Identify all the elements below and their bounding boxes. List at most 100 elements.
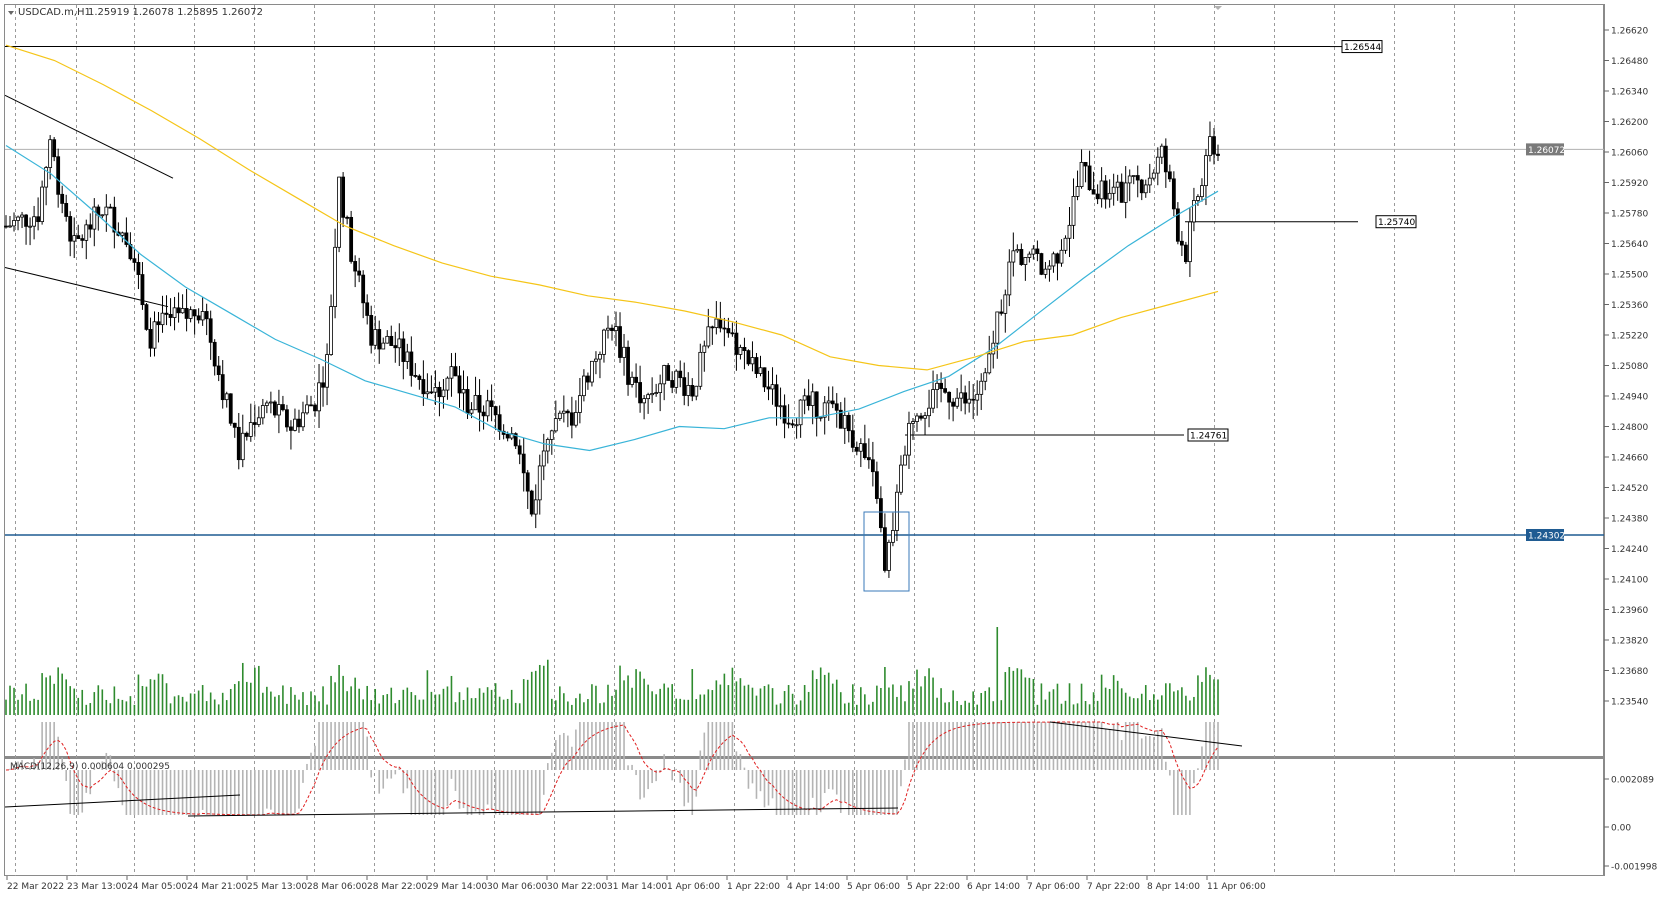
candle-body (184, 308, 189, 319)
candle-body (1216, 153, 1220, 156)
candle-body (927, 407, 931, 417)
candle-body (1171, 178, 1176, 210)
candle-body (68, 216, 73, 242)
candle-body (124, 232, 129, 245)
candle-body (32, 216, 36, 227)
dropdown-triangle-icon[interactable] (8, 11, 14, 15)
candle-body (866, 457, 871, 461)
candle-body (517, 445, 522, 455)
candle-body (614, 326, 618, 332)
candle-body (1151, 172, 1156, 179)
candle-body (164, 312, 169, 315)
time-tick-label: 8 Apr 14:00 (1147, 882, 1200, 892)
candle-body (734, 332, 739, 355)
candle-body (461, 389, 466, 394)
candle-body (814, 391, 819, 419)
candle-body (834, 403, 839, 411)
candle-body (658, 383, 663, 394)
candle-body (931, 389, 935, 409)
price-tick-label: 1.25500 (1611, 271, 1648, 281)
candle-body (1083, 161, 1088, 167)
candle-body (1071, 195, 1076, 226)
candle-body (84, 224, 89, 241)
candle-body (742, 346, 747, 352)
price-tick-label: 1.24380 (1611, 515, 1648, 525)
candle-body (76, 235, 81, 239)
candle-body (1155, 156, 1160, 174)
candle-body (329, 306, 333, 355)
candle-body (606, 327, 610, 331)
candle-body (168, 314, 173, 318)
candle-body (1200, 185, 1204, 198)
candle-body (979, 380, 984, 395)
candle-body (794, 424, 799, 427)
candle-body (870, 459, 875, 473)
candle-body (445, 377, 450, 391)
current-price-box (1526, 143, 1564, 156)
time-tick-label: 28 Mar 22:00 (367, 882, 427, 892)
candle-body (120, 232, 125, 236)
candle-body (132, 258, 137, 263)
candle-body (754, 357, 759, 374)
candle-body (907, 422, 911, 456)
candle-body (586, 375, 590, 383)
time-tick-label: 7 Apr 06:00 (1027, 882, 1080, 892)
candle-body (646, 394, 651, 400)
candle-body (156, 321, 161, 326)
ohlc-values: 1.25919 1.26078 1.25895 1.26072 (88, 7, 263, 18)
candle-body (272, 401, 277, 416)
candle-body (509, 433, 514, 439)
candle-body (1196, 196, 1200, 201)
candle-body (1027, 253, 1032, 258)
candle-body (88, 224, 93, 230)
candle-body (690, 385, 695, 397)
time-tick-label: 5 Apr 22:00 (907, 882, 960, 892)
candle-body (48, 139, 53, 168)
candle-body (714, 318, 719, 328)
candle-body (650, 393, 655, 396)
candle-body (192, 309, 197, 317)
candle-body (1031, 248, 1036, 255)
candle-body (16, 216, 20, 221)
candle-body (92, 206, 97, 230)
annotations (4, 94, 910, 592)
macd-tick-label: -0.001998 (1611, 863, 1657, 873)
price-tick-label: 1.24100 (1611, 576, 1648, 586)
candle-body (493, 406, 498, 416)
candle-body (108, 206, 113, 209)
candle-body (1147, 177, 1152, 186)
candle-body (561, 410, 566, 414)
candle-body (702, 345, 707, 353)
price-tick-label: 1.24660 (1611, 454, 1648, 464)
candle-body (1135, 175, 1140, 181)
candle-body (200, 311, 205, 321)
price-tick-label: 1.24940 (1611, 393, 1648, 403)
resistance-label: 1.26544 (1344, 43, 1381, 53)
candle-body (216, 365, 221, 375)
candle-body (481, 411, 486, 417)
candle-body (485, 400, 490, 417)
price-tick-label: 1.26480 (1611, 57, 1648, 67)
candle-body (674, 370, 679, 388)
candle-body (196, 315, 201, 321)
candle-body (457, 375, 462, 394)
candle-body (618, 326, 622, 358)
candle-body (289, 426, 293, 431)
scroll-marker-icon[interactable] (1214, 6, 1222, 10)
candle-body (923, 415, 927, 419)
candle-body (393, 345, 398, 349)
candle-body (224, 393, 229, 401)
time-tick-label: 4 Apr 14:00 (787, 882, 840, 892)
candle-body (726, 328, 731, 334)
time-tick-label: 11 Apr 06:00 (1207, 882, 1266, 892)
candle-body (256, 417, 261, 425)
candle-body (100, 214, 105, 217)
highlight-box (863, 511, 910, 592)
price-tick-label: 1.25920 (1611, 179, 1648, 189)
candle-body (830, 400, 835, 405)
time-tick-label: 1 Apr 22:00 (727, 882, 780, 892)
time-tick-label: 30 Mar 22:00 (547, 882, 607, 892)
resistance-label-box (1341, 40, 1383, 54)
